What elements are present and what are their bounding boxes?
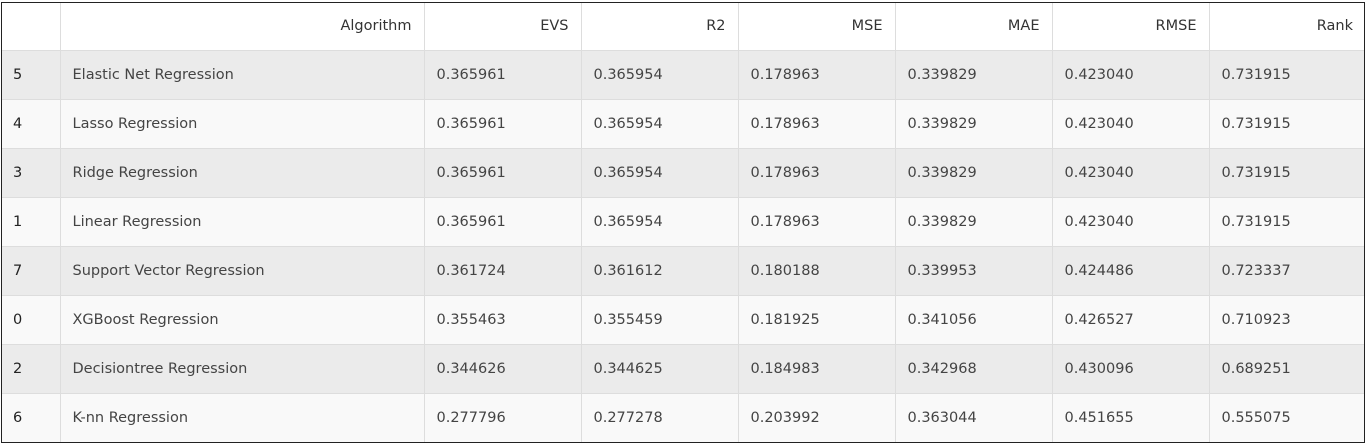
cell-mse: 0.178963 (738, 50, 896, 100)
cell-rmse: 0.423040 (1052, 197, 1210, 247)
cell-rank: 0.710923 (1209, 295, 1364, 345)
cell-rank: 0.731915 (1209, 50, 1364, 100)
cell-mse: 0.178963 (738, 99, 896, 149)
cell-rmse: 0.430096 (1052, 344, 1210, 394)
cell-mse: 0.181925 (738, 295, 896, 345)
cell-evs: 0.365961 (424, 99, 582, 149)
cell-evs: 0.361724 (424, 246, 582, 296)
cell-rank: 0.731915 (1209, 148, 1364, 198)
table-row: 1 Linear Regression 0.365961 0.365954 0.… (2, 197, 1364, 247)
cell-mae: 0.339829 (895, 50, 1053, 100)
cell-rank: 0.731915 (1209, 99, 1364, 149)
cell-evs: 0.344626 (424, 344, 582, 394)
table-row: 5 Elastic Net Regression 0.365961 0.3659… (2, 50, 1364, 100)
column-header-r2: R2 (581, 3, 739, 51)
column-header-rank: Rank (1209, 3, 1364, 51)
cell-mse: 0.178963 (738, 148, 896, 198)
column-header-algorithm: Algorithm (60, 3, 425, 51)
cell-r2: 0.365954 (581, 99, 739, 149)
cell-mse: 0.180188 (738, 246, 896, 296)
cell-algorithm: Support Vector Regression (60, 246, 425, 296)
cell-evs: 0.365961 (424, 197, 582, 247)
cell-evs: 0.277796 (424, 393, 582, 442)
table-row: 4 Lasso Regression 0.365961 0.365954 0.1… (2, 99, 1364, 149)
row-index: 6 (2, 393, 61, 442)
cell-mse: 0.184983 (738, 344, 896, 394)
column-header-evs: EVS (424, 3, 582, 51)
cell-rank: 0.723337 (1209, 246, 1364, 296)
row-index: 7 (2, 246, 61, 296)
cell-rmse: 0.423040 (1052, 50, 1210, 100)
cell-mae: 0.339829 (895, 197, 1053, 247)
cell-r2: 0.365954 (581, 50, 739, 100)
cell-r2: 0.361612 (581, 246, 739, 296)
cell-mae: 0.339829 (895, 99, 1053, 149)
cell-mse: 0.178963 (738, 197, 896, 247)
table-row: 2 Decisiontree Regression 0.344626 0.344… (2, 344, 1364, 394)
cell-r2: 0.365954 (581, 148, 739, 198)
cell-algorithm: Ridge Regression (60, 148, 425, 198)
cell-evs: 0.365961 (424, 50, 582, 100)
column-header-rmse: RMSE (1052, 3, 1210, 51)
cell-mae: 0.339953 (895, 246, 1053, 296)
cell-rmse: 0.426527 (1052, 295, 1210, 345)
cell-r2: 0.365954 (581, 197, 739, 247)
cell-algorithm: XGBoost Regression (60, 295, 425, 345)
cell-mae: 0.342968 (895, 344, 1053, 394)
cell-rank: 0.731915 (1209, 197, 1364, 247)
cell-rmse: 0.424486 (1052, 246, 1210, 296)
cell-mae: 0.341056 (895, 295, 1053, 345)
row-index: 4 (2, 99, 61, 149)
cell-evs: 0.355463 (424, 295, 582, 345)
cell-rmse: 0.423040 (1052, 99, 1210, 149)
table-row: 0 XGBoost Regression 0.355463 0.355459 0… (2, 295, 1364, 345)
cell-rmse: 0.423040 (1052, 148, 1210, 198)
cell-rank: 0.555075 (1209, 393, 1364, 442)
row-index: 1 (2, 197, 61, 247)
cell-rmse: 0.451655 (1052, 393, 1210, 442)
table-row: 3 Ridge Regression 0.365961 0.365954 0.1… (2, 148, 1364, 198)
cell-mae: 0.339829 (895, 148, 1053, 198)
cell-r2: 0.277278 (581, 393, 739, 442)
table-row: 7 Support Vector Regression 0.361724 0.3… (2, 246, 1364, 296)
cell-mae: 0.363044 (895, 393, 1053, 442)
row-index: 5 (2, 50, 61, 100)
row-index: 0 (2, 295, 61, 345)
row-index: 3 (2, 148, 61, 198)
cell-algorithm: Elastic Net Regression (60, 50, 425, 100)
column-header-mae: MAE (895, 3, 1053, 51)
cell-algorithm: Decisiontree Regression (60, 344, 425, 394)
cell-algorithm: Linear Regression (60, 197, 425, 247)
cell-r2: 0.355459 (581, 295, 739, 345)
column-header-mse: MSE (738, 3, 896, 51)
cell-rank: 0.689251 (1209, 344, 1364, 394)
cell-algorithm: Lasso Regression (60, 99, 425, 149)
cell-mse: 0.203992 (738, 393, 896, 442)
row-index: 2 (2, 344, 61, 394)
cell-algorithm: K-nn Regression (60, 393, 425, 442)
index-column-header (2, 3, 61, 51)
cell-r2: 0.344625 (581, 344, 739, 394)
cell-evs: 0.365961 (424, 148, 582, 198)
table-row: 6 K-nn Regression 0.277796 0.277278 0.20… (2, 393, 1364, 442)
table-header-row: Algorithm EVS R2 MSE MAE RMSE Rank (2, 3, 1364, 51)
